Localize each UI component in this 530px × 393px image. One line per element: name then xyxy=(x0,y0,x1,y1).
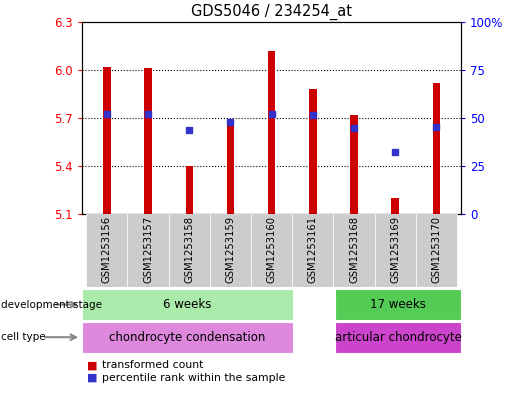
Text: development stage: development stage xyxy=(1,299,102,310)
Bar xyxy=(432,83,440,214)
Bar xyxy=(292,214,333,287)
Bar xyxy=(335,289,461,320)
Bar xyxy=(416,214,457,287)
Text: cell type: cell type xyxy=(1,332,46,342)
Bar xyxy=(375,214,416,287)
Text: GSM1253160: GSM1253160 xyxy=(267,217,277,283)
Text: articular chondrocyte: articular chondrocyte xyxy=(334,331,462,344)
Text: GSM1253158: GSM1253158 xyxy=(184,217,194,283)
Text: GSM1253170: GSM1253170 xyxy=(431,217,441,283)
Text: ■: ■ xyxy=(87,360,98,370)
Bar xyxy=(86,214,127,287)
Text: GSM1253159: GSM1253159 xyxy=(225,217,235,283)
Bar xyxy=(268,50,275,214)
Bar xyxy=(350,115,358,214)
Bar xyxy=(103,66,111,214)
Bar xyxy=(169,214,210,287)
Text: GSM1253156: GSM1253156 xyxy=(102,217,112,283)
Bar xyxy=(309,89,316,214)
Text: ■: ■ xyxy=(87,373,98,383)
Bar xyxy=(333,214,375,287)
Text: 6 weeks: 6 weeks xyxy=(163,298,211,311)
Bar xyxy=(186,166,193,214)
Text: transformed count: transformed count xyxy=(102,360,204,370)
Bar xyxy=(392,198,399,214)
Text: percentile rank within the sample: percentile rank within the sample xyxy=(102,373,286,383)
Text: GSM1253169: GSM1253169 xyxy=(390,217,400,283)
Text: 17 weeks: 17 weeks xyxy=(370,298,426,311)
Text: GSM1253157: GSM1253157 xyxy=(143,217,153,283)
Bar xyxy=(144,68,152,214)
Title: GDS5046 / 234254_at: GDS5046 / 234254_at xyxy=(191,4,352,20)
Text: chondrocyte condensation: chondrocyte condensation xyxy=(109,331,266,344)
Bar xyxy=(227,123,234,214)
Text: GSM1253168: GSM1253168 xyxy=(349,217,359,283)
Bar xyxy=(210,214,251,287)
Bar xyxy=(82,289,293,320)
Bar xyxy=(127,214,169,287)
Bar xyxy=(251,214,292,287)
Text: GSM1253161: GSM1253161 xyxy=(308,217,318,283)
Bar xyxy=(82,322,293,353)
Bar xyxy=(335,322,461,353)
